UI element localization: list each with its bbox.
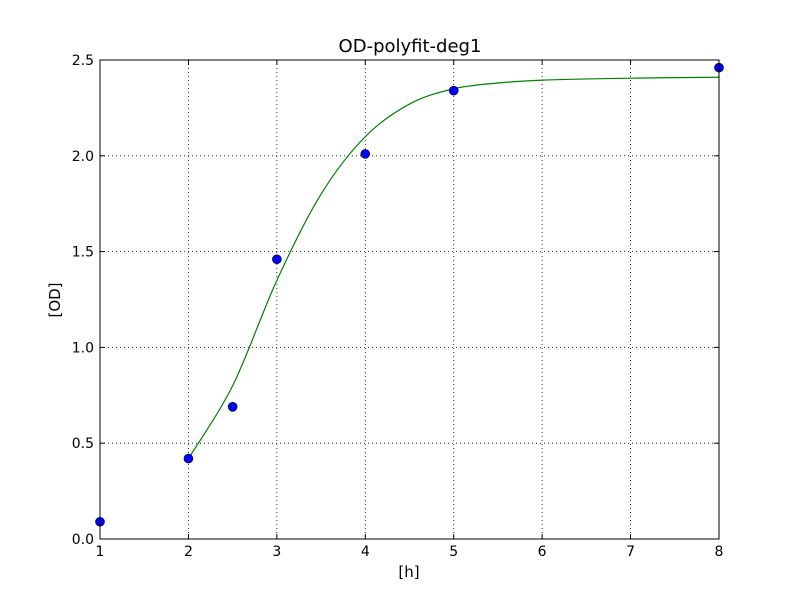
- y-tick-label: 0.0: [72, 532, 94, 548]
- x-tick-label: 8: [715, 544, 724, 560]
- data-point: [360, 149, 371, 159]
- grid-layer: [99, 59, 720, 540]
- fit-line: [187, 76, 720, 459]
- fit-layer: [187, 76, 720, 459]
- x-tick-label: 7: [626, 544, 635, 560]
- data-point: [183, 453, 194, 464]
- y-tick-label: 2.0: [72, 149, 94, 165]
- chart-title: OD-polyfit-deg1: [339, 36, 482, 57]
- data-point: [272, 254, 282, 265]
- y-axis-label: [OD]: [46, 282, 64, 317]
- x-axis-label: [h]: [398, 563, 419, 581]
- x-tick-label: 3: [272, 544, 281, 560]
- data-point: [227, 401, 238, 412]
- x-tick-label: 4: [361, 544, 370, 560]
- x-tick-label: 2: [184, 544, 193, 560]
- x-tick-label: 6: [538, 544, 547, 560]
- x-tick-label: 5: [449, 544, 458, 560]
- y-tick-label: 0.5: [72, 436, 94, 452]
- tick-layer: 1 2 3 4 5 6 7 8 0.0 0.5 1.0 1.5 2.0 2.5: [72, 53, 724, 560]
- data-point: [448, 85, 459, 96]
- y-tick-label: 1.5: [72, 245, 94, 261]
- y-tick-label: 2.5: [72, 53, 94, 69]
- y-tick-label: 1.0: [72, 340, 94, 356]
- x-tick-label: 1: [96, 544, 105, 560]
- plot-frame: [99, 59, 720, 540]
- point-layer: [95, 62, 724, 527]
